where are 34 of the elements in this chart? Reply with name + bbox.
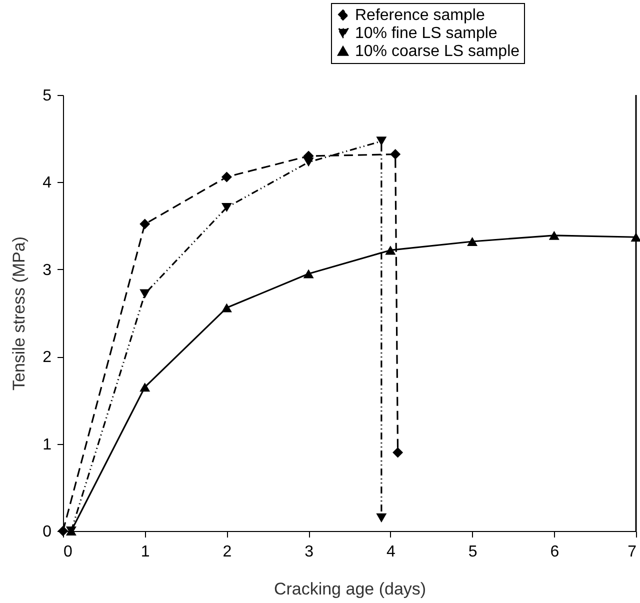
x-axis-title: Cracking age (days) — [274, 580, 426, 598]
point — [392, 447, 404, 458]
point — [140, 289, 150, 298]
x-tick-label: 5 — [468, 544, 478, 560]
legend-label: 10% fine LS sample — [355, 25, 498, 42]
point — [221, 172, 232, 182]
point — [303, 269, 314, 278]
x-tick-label: 7 — [628, 544, 637, 560]
y-tick-label: 0 — [42, 524, 52, 540]
point — [390, 149, 401, 160]
point — [140, 382, 150, 392]
legend-label: Reference sample — [355, 7, 485, 24]
y-axis-title: Tensile stress (MPa) — [10, 236, 29, 390]
x-tick-label: 6 — [550, 544, 560, 560]
point — [467, 236, 478, 246]
point — [385, 246, 396, 255]
y-tick-label: 3 — [42, 262, 52, 279]
y-tick-label: 2 — [42, 349, 52, 366]
point — [221, 303, 232, 312]
point — [140, 218, 150, 230]
x-tick-label: 4 — [386, 544, 396, 560]
legend-label: 10% coarse LS sample — [355, 43, 520, 60]
x-tick-label: 2 — [222, 544, 232, 560]
y-tick-label: 5 — [42, 88, 52, 104]
x-tick-label: 1 — [140, 544, 150, 560]
point — [221, 202, 232, 212]
y-tick-label: 1 — [42, 436, 52, 454]
x-tick-label: 3 — [304, 544, 314, 560]
point — [376, 513, 387, 522]
x-tick-label: 0 — [64, 544, 72, 560]
y-tick-label: 4 — [42, 174, 52, 192]
point — [376, 136, 387, 146]
point — [303, 158, 314, 167]
point — [548, 230, 560, 240]
